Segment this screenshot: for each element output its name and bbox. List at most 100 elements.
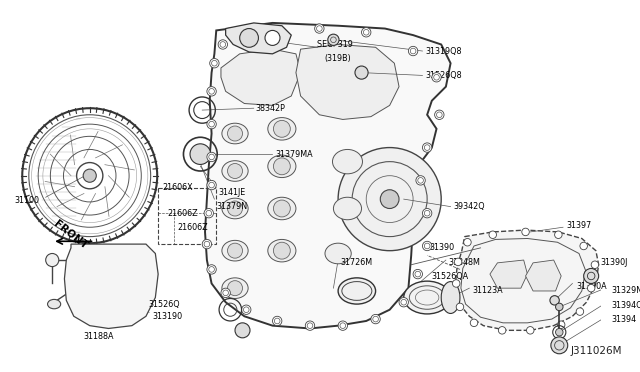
Text: 31394C: 31394C (612, 301, 640, 310)
Circle shape (338, 321, 348, 330)
Circle shape (550, 296, 559, 305)
Circle shape (227, 126, 243, 141)
Circle shape (416, 176, 425, 185)
Circle shape (204, 208, 214, 218)
Circle shape (273, 200, 291, 217)
Text: 31390J: 31390J (600, 259, 628, 267)
Circle shape (362, 28, 371, 37)
Ellipse shape (268, 240, 296, 262)
Circle shape (527, 327, 534, 334)
Circle shape (207, 119, 216, 129)
Ellipse shape (222, 123, 248, 144)
Polygon shape (490, 260, 527, 288)
Text: 31848M: 31848M (449, 259, 481, 267)
Ellipse shape (268, 155, 296, 177)
Circle shape (259, 26, 268, 35)
Circle shape (273, 158, 291, 175)
Ellipse shape (222, 161, 248, 181)
Circle shape (355, 66, 368, 79)
Circle shape (588, 285, 595, 292)
Circle shape (227, 280, 243, 296)
Circle shape (207, 152, 216, 161)
Circle shape (380, 190, 399, 208)
Circle shape (83, 169, 96, 182)
Circle shape (273, 121, 291, 137)
Text: 38342P: 38342P (255, 104, 285, 113)
Text: 31390A: 31390A (576, 282, 607, 291)
Circle shape (273, 316, 282, 326)
Circle shape (45, 253, 59, 267)
Circle shape (551, 337, 568, 354)
Circle shape (556, 303, 563, 311)
Polygon shape (221, 49, 301, 105)
Circle shape (265, 31, 280, 45)
Circle shape (227, 164, 243, 179)
Text: 21606Z: 21606Z (177, 223, 207, 232)
Circle shape (413, 269, 422, 279)
Circle shape (456, 303, 464, 311)
Circle shape (435, 110, 444, 119)
Polygon shape (296, 45, 399, 119)
Text: 21606X: 21606X (162, 183, 193, 192)
Ellipse shape (222, 198, 248, 219)
Circle shape (580, 242, 588, 250)
Circle shape (522, 228, 529, 236)
Text: 31329N: 31329N (612, 286, 640, 295)
Polygon shape (455, 230, 598, 330)
Circle shape (399, 298, 408, 307)
Ellipse shape (47, 299, 61, 309)
Text: (319B): (319B) (324, 54, 351, 63)
Circle shape (207, 180, 216, 190)
Circle shape (555, 231, 562, 238)
Text: 31394: 31394 (612, 315, 637, 324)
Text: 31726M: 31726M (341, 259, 373, 267)
Circle shape (207, 265, 216, 274)
Circle shape (422, 143, 432, 152)
Circle shape (557, 321, 565, 328)
Text: 39342Q: 39342Q (453, 202, 485, 211)
Circle shape (328, 34, 339, 45)
Circle shape (489, 231, 497, 238)
Text: J311026M: J311026M (570, 346, 622, 356)
Circle shape (338, 148, 441, 251)
Text: FRONT: FRONT (52, 218, 90, 251)
Text: 313190: 313190 (152, 312, 182, 321)
Text: 31319Q8: 31319Q8 (425, 46, 462, 55)
Polygon shape (525, 260, 561, 291)
Circle shape (584, 269, 598, 283)
Ellipse shape (333, 197, 362, 220)
Circle shape (556, 328, 563, 336)
Ellipse shape (325, 243, 351, 264)
Circle shape (499, 327, 506, 334)
Text: 3141JE: 3141JE (218, 188, 245, 197)
Ellipse shape (268, 118, 296, 140)
Polygon shape (205, 23, 451, 328)
Text: 31123A: 31123A (472, 286, 503, 295)
Circle shape (235, 323, 250, 338)
Ellipse shape (441, 282, 460, 314)
Circle shape (221, 288, 230, 298)
Text: 31526QA: 31526QA (432, 272, 469, 281)
Circle shape (240, 29, 259, 47)
Ellipse shape (338, 278, 376, 304)
Circle shape (305, 321, 315, 330)
Circle shape (315, 24, 324, 33)
Circle shape (210, 58, 219, 68)
Circle shape (227, 243, 243, 258)
Ellipse shape (404, 281, 451, 314)
Polygon shape (226, 23, 291, 54)
Circle shape (464, 238, 471, 246)
Text: 31526Q8: 31526Q8 (425, 71, 462, 80)
Text: 31390: 31390 (429, 243, 454, 252)
Text: 31379N: 31379N (216, 202, 248, 211)
Text: 31526Q: 31526Q (148, 299, 180, 309)
Circle shape (273, 242, 291, 259)
Circle shape (190, 144, 211, 164)
Ellipse shape (268, 197, 296, 220)
Ellipse shape (333, 150, 362, 174)
Ellipse shape (222, 278, 248, 298)
Text: SEC. 319: SEC. 319 (317, 40, 353, 49)
Circle shape (202, 240, 212, 249)
Text: 31397: 31397 (567, 221, 592, 230)
Text: 31100: 31100 (15, 196, 40, 205)
